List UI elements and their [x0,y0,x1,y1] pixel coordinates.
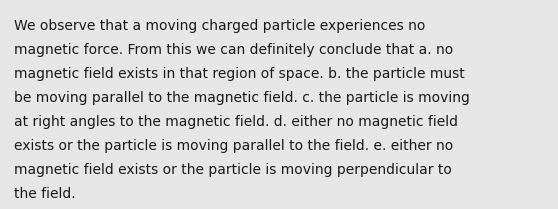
Text: exists or the particle is moving parallel to the field. e. either no: exists or the particle is moving paralle… [14,139,453,153]
Text: at right angles to the magnetic field. d. either no magnetic field: at right angles to the magnetic field. d… [14,115,458,129]
Text: the field.: the field. [14,187,75,201]
Text: We observe that a moving charged particle experiences no: We observe that a moving charged particl… [14,19,425,33]
Text: magnetic force. From this we can definitely conclude that a. no: magnetic force. From this we can definit… [14,43,453,57]
Text: be moving parallel to the magnetic field. c. the particle is moving: be moving parallel to the magnetic field… [14,91,470,105]
Text: magnetic field exists in that region of space. b. the particle must: magnetic field exists in that region of … [14,67,465,81]
Text: magnetic field exists or the particle is moving perpendicular to: magnetic field exists or the particle is… [14,163,452,177]
